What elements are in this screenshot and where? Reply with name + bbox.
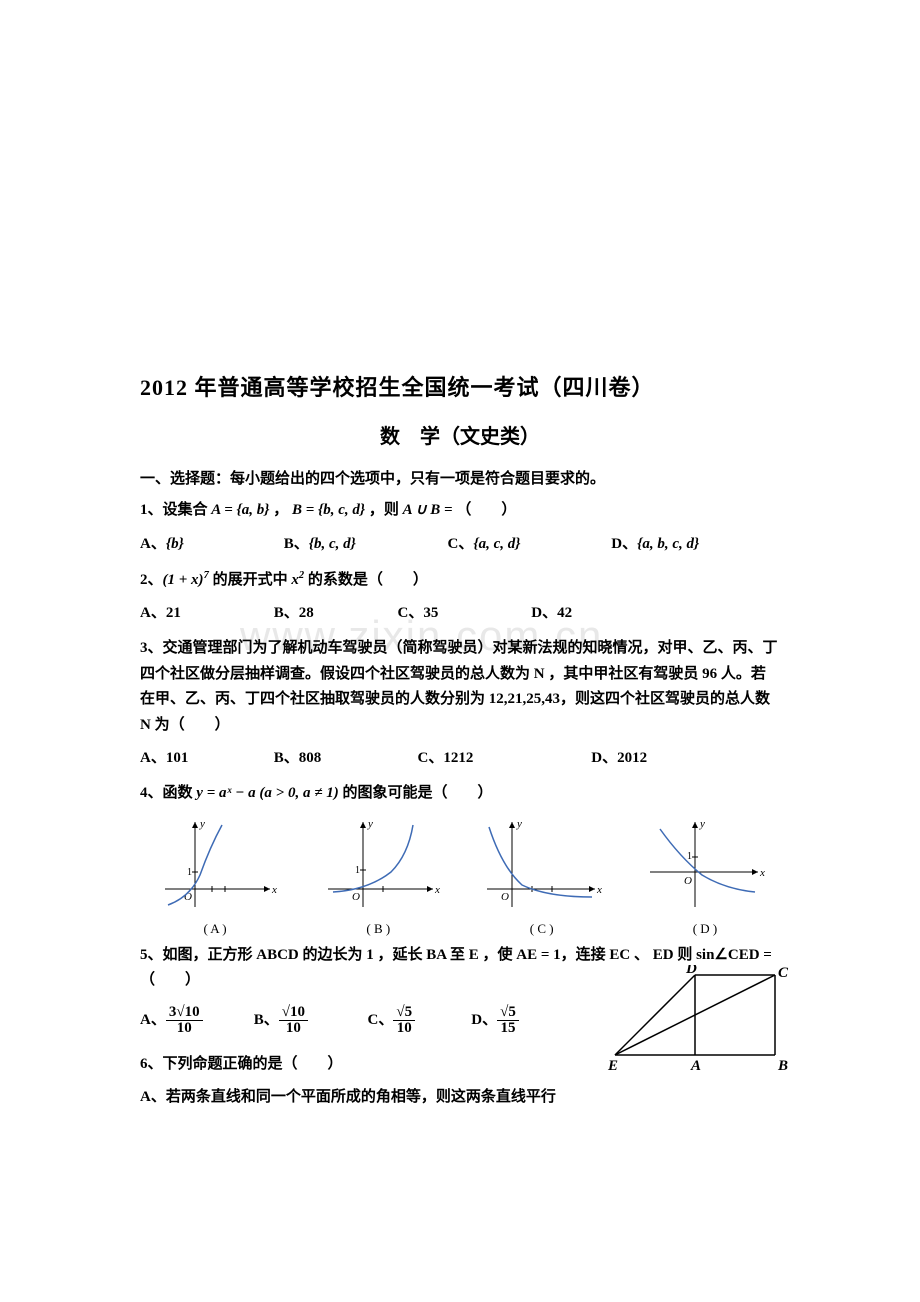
q2-expr2: x2 <box>291 572 304 588</box>
q4-text: 的图象可能是（ ） <box>339 785 493 801</box>
q5-optc-label: C、 <box>368 1002 394 1038</box>
q3-optb: B、808 <box>274 746 414 767</box>
origin-label: O <box>684 875 692 887</box>
tick-label: 1 <box>187 867 192 878</box>
q2-optc: C、35 <box>398 601 528 622</box>
axis-y-label: y <box>516 818 522 830</box>
tick-label: 1 <box>355 865 360 876</box>
main-title: 2012 年普通高等学校招生全国统一考试（四川卷） <box>140 370 780 402</box>
q5-optc-frac: √510 <box>393 1005 415 1036</box>
q2-base2: x <box>291 572 299 588</box>
question-1: 1、设集合 A = {a, b} ， B = {b, c, d} ，则 A ∪ … <box>140 498 780 524</box>
q4-func: y = aˣ − a (a > 0, a ≠ 1) <box>196 785 338 801</box>
q1-options: A、{b} B、{b, c, d} C、{a, c, d} D、{a, b, c… <box>140 532 780 553</box>
graph-d-label: ( D ) <box>640 921 770 937</box>
q2-number: 2、 <box>140 572 163 588</box>
q1-optc-label: C、 <box>448 532 474 553</box>
q2-text: 的系数是（ ） <box>304 572 428 588</box>
pt-b: B <box>777 1058 788 1074</box>
q1-opta-label: A、 <box>140 532 166 553</box>
pt-a: A <box>690 1058 701 1074</box>
q4-graphs: x y O 1 ( A ) x y O 1 <box>140 817 780 937</box>
pt-e: E <box>607 1058 618 1074</box>
q5-optd-frac: √515 <box>497 1005 519 1036</box>
q1-optb: {b, c, d} <box>309 536 356 553</box>
q5-optd-num: √5 <box>497 1005 519 1021</box>
q4-number: 4、 <box>140 785 163 801</box>
q1-text: ，则 <box>365 502 403 518</box>
graph-c: x y O ( C ) <box>477 817 607 937</box>
axis-y-label: y <box>367 818 373 830</box>
q3-options: A、101 B、808 C、1212 D、2012 <box>140 746 780 767</box>
q1-union: A ∪ B = <box>403 502 453 518</box>
q2-opta: A、21 <box>140 601 270 622</box>
section-heading: 一、选择题：每小题给出的四个选项中，只有一项是符合题目要求的。 <box>140 467 780 488</box>
axis-x-label: x <box>759 867 765 879</box>
graph-a: x y O 1 ( A ) <box>150 817 280 937</box>
graph-a-label: ( A ) <box>150 921 280 937</box>
q1-text: ， <box>269 502 292 518</box>
q5-optb-frac: √1010 <box>279 1005 308 1036</box>
graph-b-svg: x y O 1 <box>313 817 443 912</box>
q2-expr: (1 + x)7 <box>163 572 209 588</box>
q2-optb: B、28 <box>274 601 394 622</box>
q5-number: 5、 <box>140 947 163 963</box>
q5-optd-label: D、 <box>471 1002 497 1038</box>
graph-c-label: ( C ) <box>477 921 607 937</box>
axis-y-label: y <box>699 818 705 830</box>
q5-opta-num: 3√10 <box>166 1005 203 1021</box>
q2-text: 的展开式中 <box>209 572 292 588</box>
q5-optb-den: 10 <box>279 1021 308 1036</box>
q5-optb-num: √10 <box>279 1005 308 1021</box>
graph-a-svg: x y O 1 <box>150 817 280 912</box>
pt-d: D <box>685 965 697 977</box>
q1-number: 1、 <box>140 502 163 518</box>
q5-optd-den: 15 <box>497 1021 519 1036</box>
q1-set-b: B = {b, c, d} <box>292 502 365 518</box>
question-2: 2、(1 + x)7 的展开式中 x2 的系数是（ ） <box>140 567 780 594</box>
question-3: 3、交通管理部门为了解机动车驾驶员（简称驾驶员）对某新法规的知晓情况，对甲、乙、… <box>140 636 780 738</box>
question-4: 4、函数 y = aˣ − a (a > 0, a ≠ 1) 的图象可能是（ ） <box>140 781 780 807</box>
q5-optb-label: B、 <box>254 1002 279 1038</box>
q2-optd: D、42 <box>531 601 572 622</box>
q5-opta-den: 10 <box>166 1021 203 1036</box>
q6-opta: A、若两条直线和同一个平面所成的角相等，则这两条直线平行 <box>140 1085 780 1111</box>
q1-text: 设集合 <box>163 502 212 518</box>
q5-figure: A B C D E <box>600 965 790 1075</box>
q5-opta-frac: 3√1010 <box>166 1005 203 1036</box>
question-5-wrap: 5、如图，正方形 ABCD 的边长为 1 ，延长 BA 至 E ，使 AE = … <box>140 943 780 1038</box>
pt-c: C <box>778 965 789 981</box>
graph-d-svg: x y O 1 <box>640 817 770 912</box>
document-body: 2012 年普通高等学校招生全国统一考试（四川卷） 数 学（文史类） 一、选择题… <box>140 370 780 1111</box>
tick-label: 1 <box>687 851 692 862</box>
q1-set-a: A = {a, b} <box>211 502 269 518</box>
graph-b: x y O 1 ( B ) <box>313 817 443 937</box>
graph-b-label: ( B ) <box>313 921 443 937</box>
origin-label: O <box>501 891 509 903</box>
q3-optd: D、2012 <box>591 746 647 767</box>
q1-optb-label: B、 <box>284 532 309 553</box>
sub-title: 数 学（文史类） <box>140 420 780 449</box>
q1-optd: {a, b, c, d} <box>637 536 699 553</box>
axis-y-label: y <box>199 818 205 830</box>
q5-optc-den: 10 <box>393 1021 415 1036</box>
q4-text: 函数 <box>163 785 197 801</box>
origin-label: O <box>352 891 360 903</box>
q3-opta: A、101 <box>140 746 270 767</box>
q2-base: (1 + x) <box>163 572 204 588</box>
axis-x-label: x <box>434 884 440 896</box>
q5-opta-label: A、 <box>140 1002 166 1038</box>
graph-d: x y O 1 ( D ) <box>640 817 770 937</box>
q1-opta: {b} <box>166 536 184 553</box>
graph-c-svg: x y O <box>477 817 607 912</box>
axis-x-label: x <box>271 884 277 896</box>
axis-x-label: x <box>596 884 602 896</box>
q2-options: A、21 B、28 C、35 D、42 <box>140 601 780 622</box>
q1-optc: {a, c, d} <box>473 536 520 553</box>
q3-optc: C、1212 <box>418 746 588 767</box>
q1-optd-label: D、 <box>611 532 637 553</box>
q5-optc-num: √5 <box>393 1005 415 1021</box>
q1-paren: （ ） <box>453 502 517 518</box>
